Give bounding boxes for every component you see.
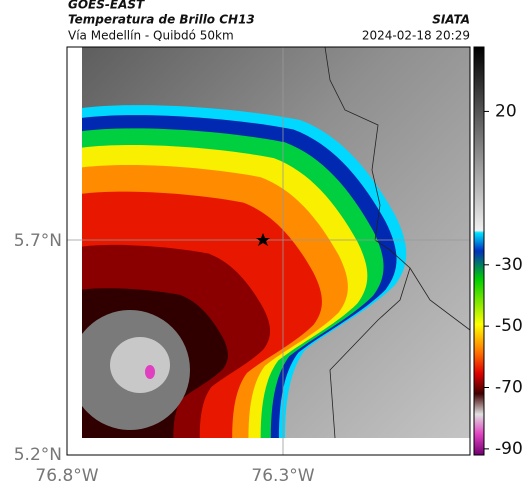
colorbar-tick-label: -50 xyxy=(495,316,523,336)
lat-label: 5.2°N xyxy=(14,445,62,465)
satellite: GOES-EAST xyxy=(68,0,145,12)
lon-label: 76.8°W xyxy=(35,466,98,486)
lat-label: 5.7°N xyxy=(14,231,62,251)
colorbar-tick-label: -30 xyxy=(495,255,523,275)
location-marker xyxy=(256,233,270,246)
region: Vía Medellín - Quibdó 50km xyxy=(68,29,234,43)
datetime: 2024-02-18 20:29 xyxy=(362,29,470,43)
map-frame xyxy=(66,46,471,456)
source: SIATA xyxy=(432,13,470,27)
colorbar-tick-label: -70 xyxy=(495,378,523,398)
colorbar-tick-label: 20 xyxy=(495,101,517,121)
product: Temperatura de Brillo CH13 xyxy=(68,13,255,27)
colorbar xyxy=(473,46,485,456)
colorbar-tick-label: -90 xyxy=(495,439,523,459)
satellite-image xyxy=(82,47,470,438)
lon-label: 76.3°W xyxy=(251,466,314,486)
